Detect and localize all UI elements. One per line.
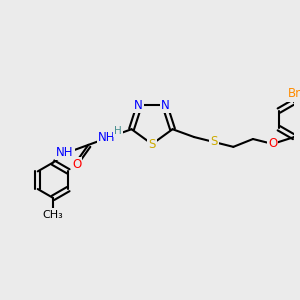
Text: H: H: [114, 126, 122, 136]
Text: CH₃: CH₃: [43, 209, 63, 220]
Text: NH: NH: [56, 146, 74, 159]
Text: S: S: [148, 138, 156, 151]
Text: NH: NH: [98, 130, 116, 144]
Text: O: O: [268, 137, 277, 150]
Text: O: O: [72, 158, 81, 171]
Text: N: N: [161, 99, 170, 112]
Text: S: S: [210, 136, 218, 148]
Text: Br: Br: [288, 87, 300, 101]
Text: N: N: [134, 99, 143, 112]
